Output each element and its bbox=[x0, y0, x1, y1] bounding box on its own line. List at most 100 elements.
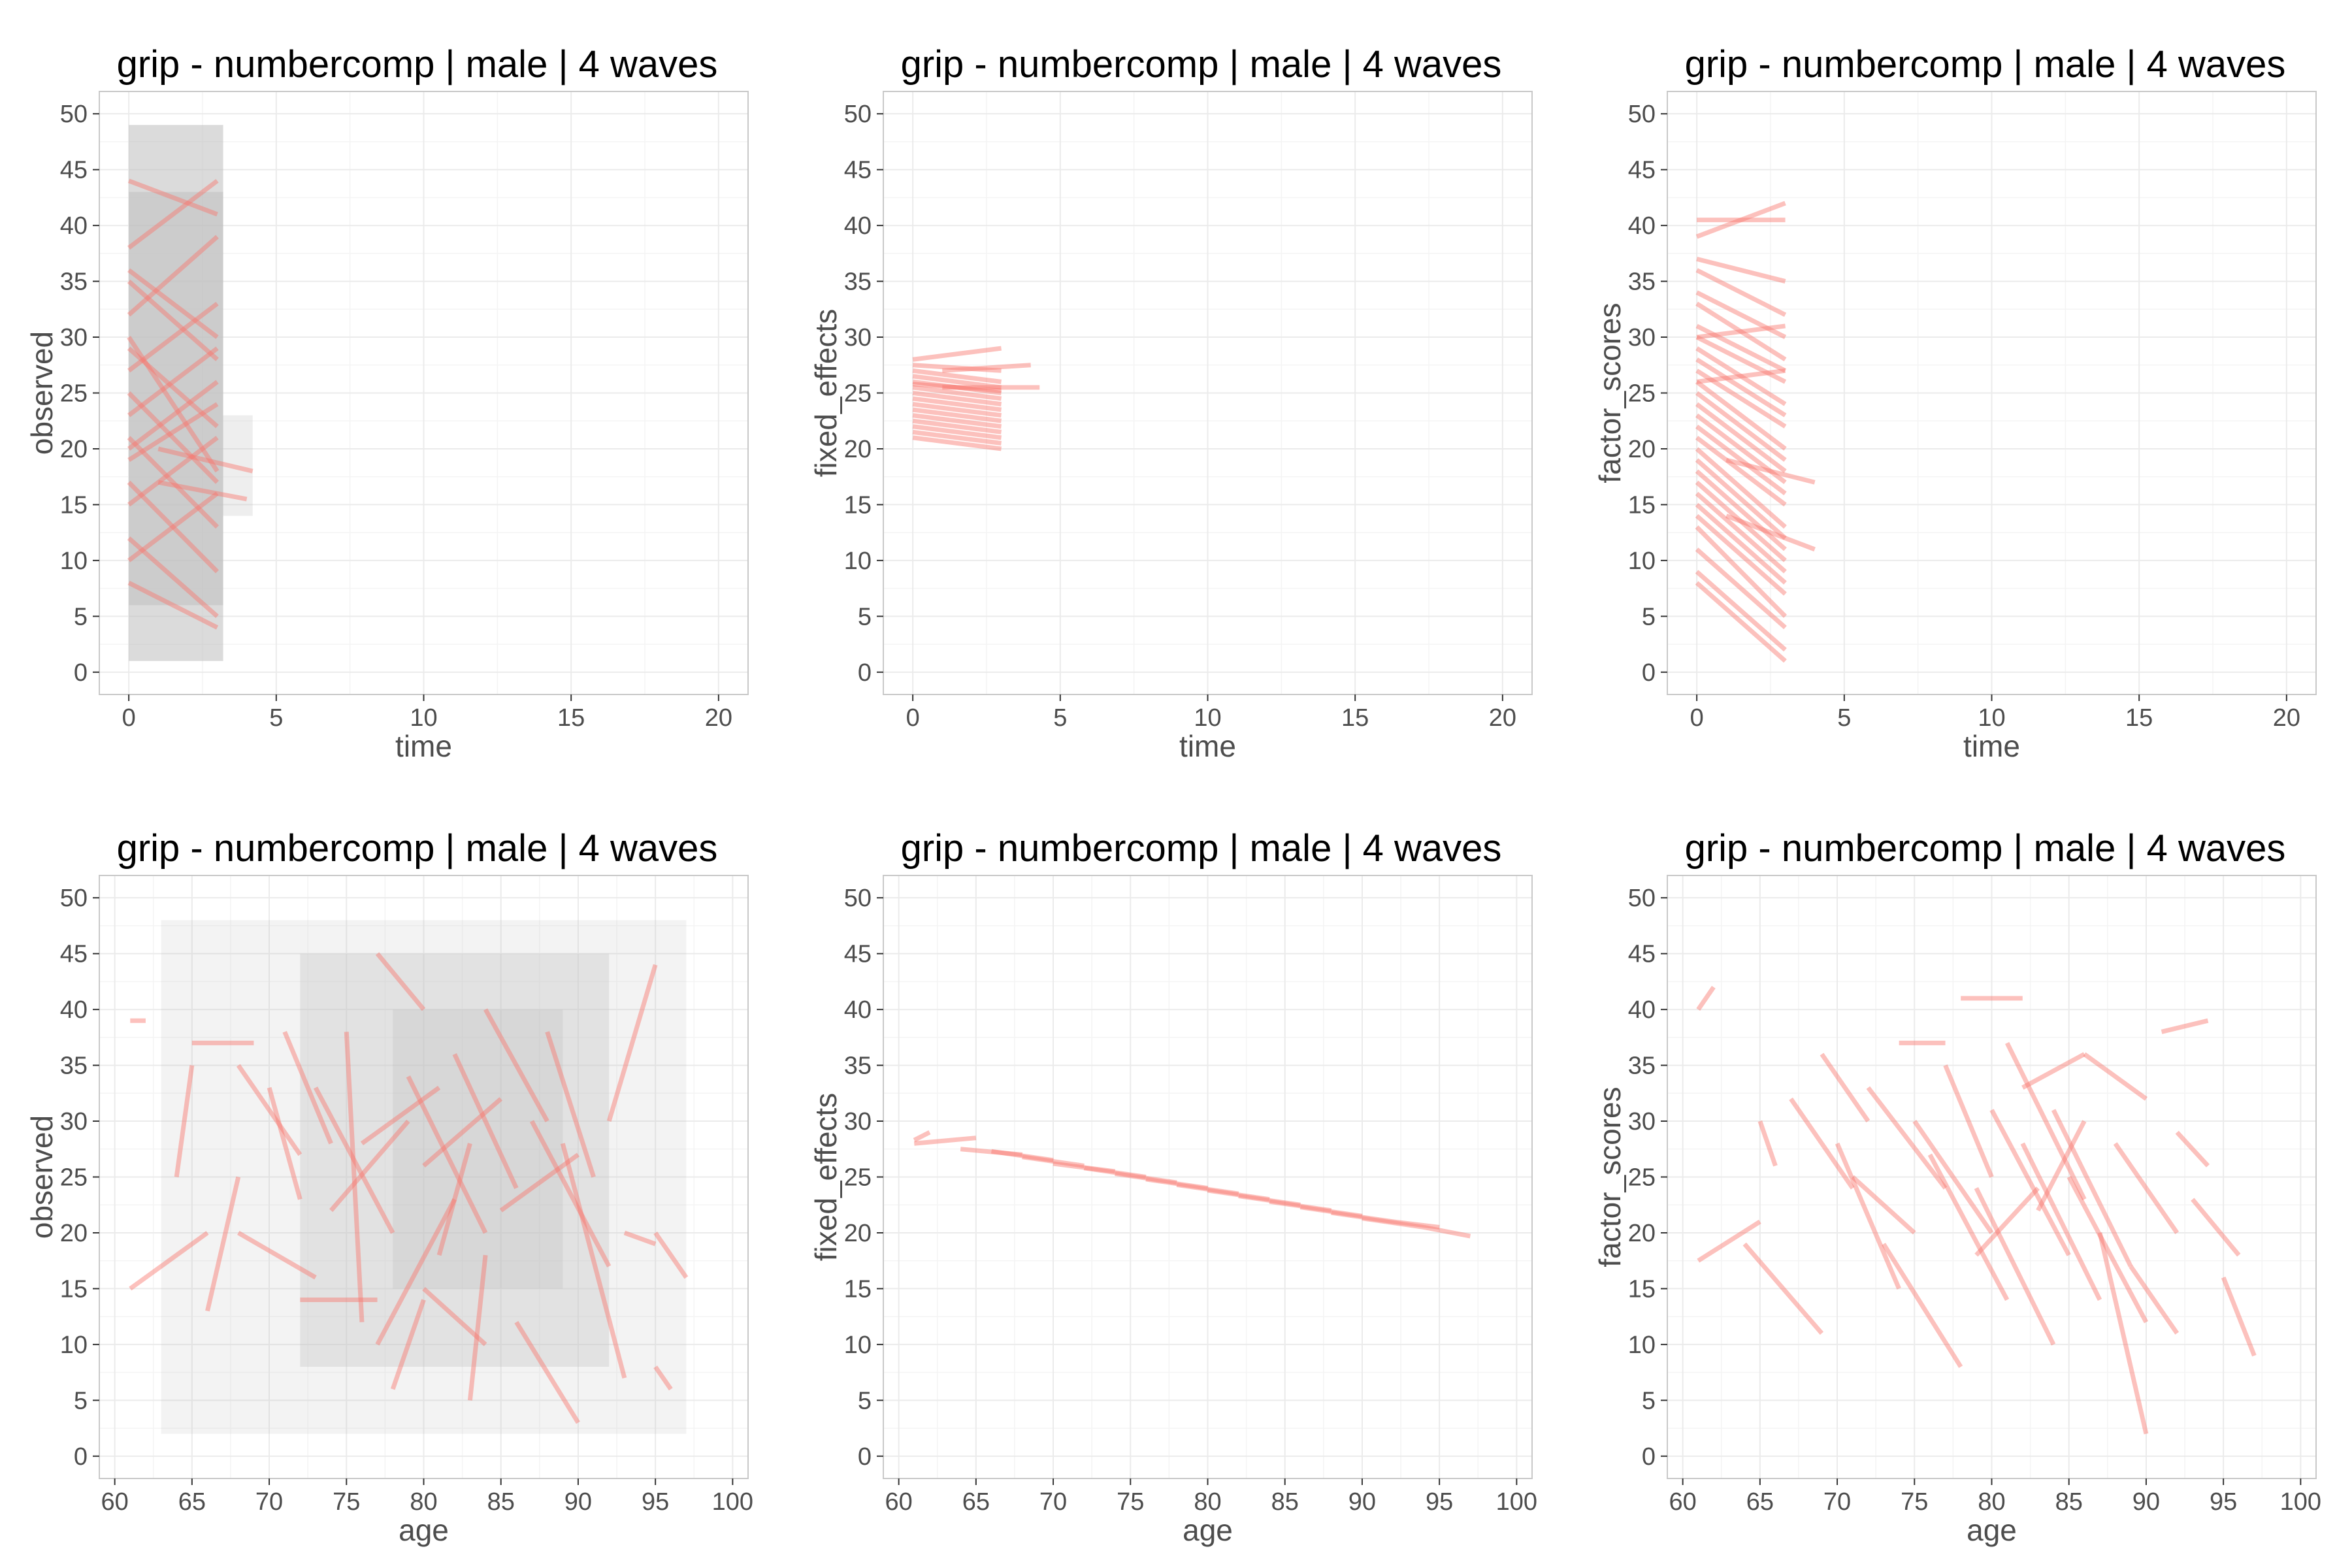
series-line-26 bbox=[606, 964, 658, 1122]
y-tick-label: 0 bbox=[74, 1443, 88, 1471]
x-tick-label: 15 bbox=[1341, 704, 1369, 732]
series-line-12 bbox=[1269, 1199, 1332, 1213]
series-line-1 bbox=[912, 363, 1002, 373]
chart-title: grip - numbercomp | male | 4 waves bbox=[1685, 827, 2286, 870]
series-line-8 bbox=[127, 436, 220, 529]
series-line-31 bbox=[1974, 1186, 2040, 1257]
series-line-21 bbox=[499, 1152, 580, 1213]
series-line-25 bbox=[560, 1143, 627, 1379]
y-axis-title: factor_scores bbox=[1593, 302, 1627, 483]
series-line-18 bbox=[2020, 1142, 2102, 1301]
x-axis-title: time bbox=[395, 729, 452, 763]
series-line-4 bbox=[205, 1176, 241, 1312]
series-line-17 bbox=[1423, 1224, 1471, 1239]
observed-range-band bbox=[129, 125, 253, 661]
series-line-15 bbox=[1974, 1187, 2056, 1346]
x-tick-label: 75 bbox=[1117, 1488, 1144, 1516]
series-line-9 bbox=[1176, 1183, 1239, 1196]
series-line-4 bbox=[1695, 290, 1787, 340]
series-line-32 bbox=[422, 1286, 487, 1347]
y-tick-label: 20 bbox=[844, 436, 872, 463]
series-line-17 bbox=[2005, 1041, 2087, 1201]
y-tick-label: 0 bbox=[858, 1443, 872, 1471]
x-axis-title: time bbox=[1963, 729, 2020, 763]
y-tick-label: 40 bbox=[60, 212, 88, 240]
series-line-16 bbox=[422, 1097, 503, 1168]
x-tick-label: 90 bbox=[564, 1488, 592, 1516]
y-tick-label: 10 bbox=[1628, 1331, 1656, 1359]
x-tick-label: 10 bbox=[1978, 704, 2005, 732]
x-tick-label: 80 bbox=[1194, 1488, 1221, 1516]
x-tick-label: 20 bbox=[705, 704, 732, 732]
y-tick-label: 40 bbox=[60, 996, 88, 1024]
series-line-16 bbox=[1392, 1219, 1440, 1230]
y-axis-title: factor_scores bbox=[1593, 1086, 1627, 1267]
series-line-2 bbox=[127, 279, 219, 361]
y-tick-label: 45 bbox=[844, 941, 872, 968]
series-line-1 bbox=[1697, 1219, 1761, 1263]
y-axis-title: observed bbox=[25, 331, 59, 455]
series-line-5 bbox=[1053, 1161, 1116, 1174]
y-tick-label: 50 bbox=[1628, 101, 1656, 128]
series-line-11 bbox=[1695, 380, 1787, 451]
series-line-23 bbox=[1695, 514, 1787, 596]
y-axis-title: observed bbox=[25, 1115, 59, 1239]
y-tick-label: 40 bbox=[1628, 996, 1656, 1024]
y-tick-label: 25 bbox=[844, 1164, 872, 1192]
series-line-6 bbox=[1835, 1142, 1901, 1290]
grid bbox=[883, 91, 1532, 694]
x-tick-label: 90 bbox=[2132, 1488, 2160, 1516]
series-line-0 bbox=[1696, 985, 1716, 1011]
grid bbox=[1667, 91, 2316, 694]
series-line-10 bbox=[1207, 1188, 1270, 1202]
axis-ticks: 60 65 70 75 80 85 90 95 100 0 5 10 15 20 25 30 35 40 45 50 bbox=[1628, 885, 2321, 1516]
series-line-21 bbox=[2066, 1175, 2149, 1324]
chart-svg: 60 65 70 75 80 85 90 95 100 0 5 10 15 20 25 30 35 40 45 50 g… bbox=[25, 827, 753, 1547]
series-line-19 bbox=[467, 1254, 488, 1401]
series-line-5 bbox=[912, 385, 1002, 401]
series-line-2 bbox=[960, 1147, 1023, 1157]
chart-panel-observed-time: 0 5 10 15 20 0 5 10 15 20 25 30 35 40 45 50 grip - numbe… bbox=[0, 0, 784, 784]
x-axis-title: age bbox=[399, 1513, 449, 1547]
series-line-4 bbox=[127, 346, 219, 429]
x-tick-label: 60 bbox=[101, 1488, 129, 1516]
series-line-11 bbox=[127, 436, 219, 507]
series-line-20 bbox=[483, 1008, 549, 1122]
x-tick-label: 0 bbox=[122, 704, 136, 732]
series-lines bbox=[913, 1130, 1471, 1239]
series-line-15 bbox=[406, 1075, 488, 1234]
series-line-27 bbox=[1695, 581, 1787, 663]
chart-title: grip - numbercomp | male | 4 waves bbox=[117, 827, 718, 870]
y-tick-label: 5 bbox=[858, 603, 872, 630]
x-tick-label: 5 bbox=[269, 704, 283, 732]
chart-title: grip - numbercomp | male | 4 waves bbox=[117, 43, 718, 86]
series-line-5 bbox=[1695, 301, 1787, 362]
series-line-9 bbox=[1695, 357, 1787, 417]
x-tick-label: 15 bbox=[2125, 704, 2153, 732]
series-line-11 bbox=[912, 418, 1002, 434]
series-line-24 bbox=[1695, 525, 1788, 618]
grid bbox=[99, 875, 748, 1478]
chart-title: grip - numbercomp | male | 4 waves bbox=[901, 43, 1502, 86]
series-line-25 bbox=[2129, 1265, 2180, 1335]
chart-title: grip - numbercomp | male | 4 waves bbox=[1685, 43, 2286, 86]
series-line-4 bbox=[912, 379, 1002, 395]
series-lines bbox=[127, 178, 253, 630]
series-line-19 bbox=[2036, 1120, 2087, 1212]
series-line-13 bbox=[1299, 1205, 1363, 1218]
grid bbox=[1667, 875, 2316, 1478]
x-tick-label: 95 bbox=[2210, 1488, 2237, 1516]
y-tick-label: 25 bbox=[1628, 1164, 1656, 1192]
series-line-13 bbox=[1943, 1064, 1994, 1178]
series-line-11 bbox=[344, 1032, 365, 1322]
series-line-16 bbox=[942, 363, 1031, 373]
x-tick-label: 75 bbox=[1901, 1488, 1928, 1516]
series-line-18 bbox=[157, 446, 253, 474]
series-line-7 bbox=[127, 346, 219, 417]
x-tick-label: 75 bbox=[333, 1488, 360, 1516]
y-tick-label: 45 bbox=[844, 157, 872, 184]
y-tick-label: 5 bbox=[74, 603, 88, 630]
series-line-0 bbox=[913, 1130, 931, 1143]
y-tick-label: 10 bbox=[1628, 547, 1656, 575]
x-tick-label: 95 bbox=[1426, 1488, 1453, 1516]
